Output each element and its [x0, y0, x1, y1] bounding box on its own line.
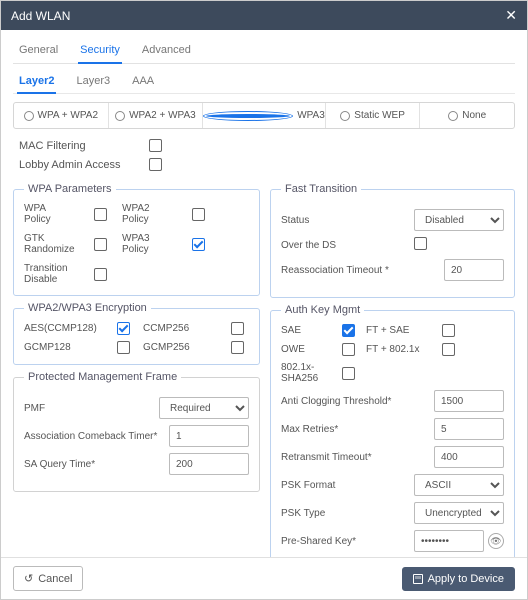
wpa2-policy-label: WPA2 Policy	[122, 203, 182, 225]
aes-label: AES(CCMP128)	[24, 323, 109, 334]
gcmp256-label: GCMP256	[143, 342, 223, 353]
lobby-admin-checkbox[interactable]	[149, 158, 162, 171]
opt-wpa3[interactable]: WPA3	[203, 103, 326, 128]
wpa3-policy-label: WPA3 Policy	[122, 233, 182, 255]
over-ds-label: Over the DS	[281, 240, 406, 251]
wpa2-policy-checkbox[interactable]	[192, 208, 205, 221]
over-ds-checkbox[interactable]	[414, 237, 427, 250]
reassoc-input[interactable]	[444, 259, 504, 281]
retransmit-input[interactable]	[434, 446, 504, 468]
modal-body: General Security Advanced Layer2 Layer3 …	[1, 30, 527, 557]
opt-static-wep[interactable]: Static WEP	[326, 103, 421, 128]
aes-checkbox[interactable]	[117, 322, 130, 335]
ftsae-label: FT + SAE	[366, 325, 436, 336]
gcmp128-label: GCMP128	[24, 342, 109, 353]
lobby-admin-label: Lobby Admin Access	[19, 159, 129, 171]
gtk-label: GTK Randomize	[24, 233, 84, 255]
psk-input[interactable]	[414, 530, 484, 552]
pmf-select[interactable]: Required	[159, 397, 249, 419]
psktype-select[interactable]: Unencrypted	[414, 502, 504, 524]
opt-wpa2-wpa3[interactable]: WPA2 + WPA3	[109, 103, 204, 128]
wpa-parameters-legend: WPA Parameters	[24, 183, 116, 195]
auth-key-mgmt-group: Auth Key Mgmt SAE FT + SAE OWE FT + 802.…	[270, 304, 515, 557]
pskformat-label: PSK Format	[281, 480, 406, 491]
wpa-policy-label: WPA Policy	[24, 203, 84, 225]
reassoc-label: Reassociation Timeout *	[281, 265, 436, 276]
wpa3-policy-checkbox[interactable]	[192, 238, 205, 251]
mac-filtering-checkbox[interactable]	[149, 139, 162, 152]
encryption-legend: WPA2/WPA3 Encryption	[24, 302, 151, 314]
psktype-label: PSK Type	[281, 508, 406, 519]
pmf-legend: Protected Management Frame	[24, 371, 181, 383]
wpa-parameters-group: WPA Parameters WPA Policy WPA2 Policy GT…	[13, 183, 260, 296]
reveal-password-icon[interactable]: 👁	[488, 533, 504, 549]
mac-filtering-row: MAC Filtering	[19, 139, 509, 152]
modal-title: Add WLAN	[11, 9, 70, 23]
pmf-group: Protected Management Frame PMF Required …	[13, 371, 260, 492]
modal-footer: ↻Cancel Apply to Device	[1, 557, 527, 599]
main-tabs: General Security Advanced	[13, 30, 515, 64]
psk-label: Pre-Shared Key*	[281, 536, 406, 547]
retransmit-label: Retransmit Timeout*	[281, 452, 426, 463]
ccmp256-checkbox[interactable]	[231, 322, 244, 335]
maxretries-label: Max Retries*	[281, 424, 426, 435]
gcmp256-checkbox[interactable]	[231, 341, 244, 354]
ft-legend: Fast Transition	[281, 183, 361, 195]
anticlog-input[interactable]	[434, 390, 504, 412]
titlebar: Add WLAN ✕	[1, 1, 527, 30]
owe-label: OWE	[281, 344, 336, 355]
ccmp256-label: CCMP256	[143, 323, 223, 334]
undo-icon: ↻	[24, 572, 33, 585]
sae-label: SAE	[281, 325, 336, 336]
pmf-label: PMF	[24, 403, 151, 414]
sa-query-label: SA Query Time*	[24, 459, 161, 470]
owe-checkbox[interactable]	[342, 343, 355, 356]
sub-tabs: Layer2 Layer3 AAA	[13, 64, 515, 94]
assoc-timer-input[interactable]	[169, 425, 249, 447]
subtab-layer2[interactable]: Layer2	[17, 70, 56, 94]
sa-query-input[interactable]	[169, 453, 249, 475]
assoc-timer-label: Association Comeback Timer*	[24, 431, 161, 442]
ftsae-checkbox[interactable]	[442, 324, 455, 337]
sha256-checkbox[interactable]	[342, 367, 355, 380]
add-wlan-modal: Add WLAN ✕ General Security Advanced Lay…	[0, 0, 528, 600]
device-icon	[413, 574, 423, 584]
gcmp128-checkbox[interactable]	[117, 341, 130, 354]
gtk-checkbox[interactable]	[94, 238, 107, 251]
close-icon[interactable]: ✕	[505, 7, 517, 24]
subtab-aaa[interactable]: AAA	[130, 70, 156, 93]
subtab-layer3[interactable]: Layer3	[74, 70, 112, 93]
maxretries-input[interactable]	[434, 418, 504, 440]
ft-status-label: Status	[281, 215, 406, 226]
ft8021x-checkbox[interactable]	[442, 343, 455, 356]
akm-legend: Auth Key Mgmt	[281, 304, 364, 316]
fast-transition-group: Fast Transition Status Disabled Over the…	[270, 183, 515, 298]
transition-checkbox[interactable]	[94, 268, 107, 281]
transition-label: Transition Disable	[24, 263, 84, 285]
mac-filtering-label: MAC Filtering	[19, 140, 129, 152]
lobby-admin-row: Lobby Admin Access	[19, 158, 509, 171]
encryption-group: WPA2/WPA3 Encryption AES(CCMP128) CCMP25…	[13, 302, 260, 365]
ft8021x-label: FT + 802.1x	[366, 344, 436, 355]
wpa-policy-checkbox[interactable]	[94, 208, 107, 221]
opt-wpa-wpa2[interactable]: WPA + WPA2	[14, 103, 109, 128]
pskformat-select[interactable]: ASCII	[414, 474, 504, 496]
apply-button[interactable]: Apply to Device	[402, 567, 515, 591]
ft-status-select[interactable]: Disabled	[414, 209, 504, 231]
tab-advanced[interactable]: Advanced	[140, 38, 193, 63]
tab-general[interactable]: General	[17, 38, 60, 63]
tab-security[interactable]: Security	[78, 38, 122, 64]
cancel-button[interactable]: ↻Cancel	[13, 566, 83, 591]
opt-none[interactable]: None	[420, 103, 514, 128]
anticlog-label: Anti Clogging Threshold*	[281, 396, 426, 407]
sha256-label: 802.1x- SHA256	[281, 362, 336, 384]
security-mode-radiobar: WPA + WPA2 WPA2 + WPA3 WPA3 Static WEP N…	[13, 102, 515, 129]
sae-checkbox[interactable]	[342, 324, 355, 337]
